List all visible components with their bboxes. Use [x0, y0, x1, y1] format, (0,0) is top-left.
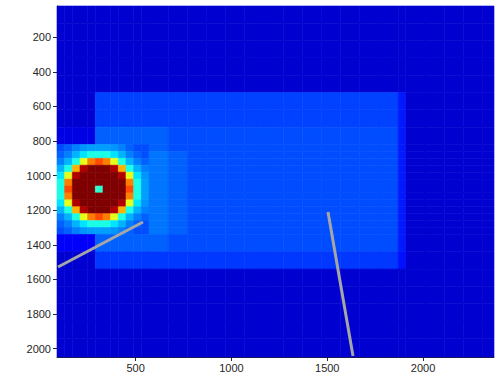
svg-text:500: 500 [126, 362, 144, 374]
svg-text:600: 600 [33, 100, 51, 112]
svg-text:2000: 2000 [411, 362, 435, 374]
svg-text:800: 800 [33, 135, 51, 147]
svg-text:1400: 1400 [27, 239, 51, 251]
svg-text:1500: 1500 [315, 362, 339, 374]
svg-text:200: 200 [33, 31, 51, 43]
svg-text:1600: 1600 [27, 273, 51, 285]
svg-text:1800: 1800 [27, 308, 51, 320]
svg-text:2000: 2000 [27, 343, 51, 355]
svg-text:1000: 1000 [27, 170, 51, 182]
svg-text:1000: 1000 [219, 362, 243, 374]
svg-text:400: 400 [33, 66, 51, 78]
svg-text:1200: 1200 [27, 204, 51, 216]
